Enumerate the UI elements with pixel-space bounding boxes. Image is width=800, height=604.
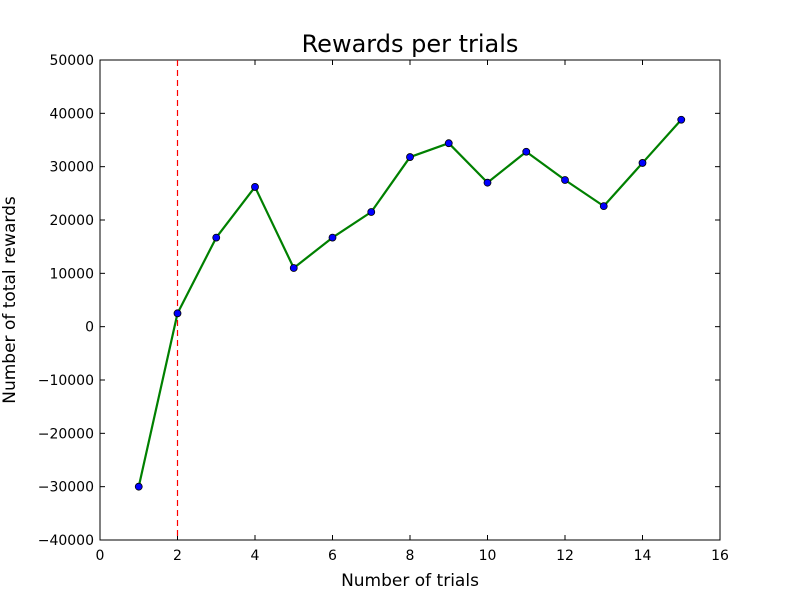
x-tick-label: 14 (634, 548, 652, 564)
y-tick-label: 50000 (49, 53, 94, 69)
y-tick-label: 20000 (49, 213, 94, 229)
x-axis-title: Number of trials (341, 571, 479, 591)
y-tick-label: 10000 (49, 266, 94, 282)
y-axis-title: Number of total rewards (0, 196, 20, 404)
data-point (328, 233, 337, 242)
data-point (599, 202, 608, 211)
x-tick-label: 8 (406, 548, 415, 564)
data-point (134, 482, 143, 491)
data-point (251, 183, 259, 191)
x-tick-label: 2 (173, 548, 182, 564)
data-point (289, 264, 298, 272)
data-point (444, 139, 453, 148)
y-tick-label: 0 (85, 320, 94, 336)
data-point (561, 176, 569, 184)
y-tick-label: 40000 (49, 106, 94, 122)
data-point (367, 208, 376, 216)
y-tick-label: −20000 (38, 426, 94, 442)
chart-title: Rewards per trials (302, 30, 519, 58)
data-point (677, 115, 686, 124)
plot-area: 0 2 4 6 8 10 12 14 16 −40000 −30000 −20000 −10000 0 10… (38, 53, 729, 564)
y-tick-label: 30000 (49, 160, 94, 176)
x-tick-label: 12 (556, 548, 574, 564)
x-tick-label: 4 (251, 548, 260, 564)
x-tick-label: 16 (711, 548, 729, 564)
x-tick-label: 10 (479, 548, 497, 564)
data-point (212, 233, 221, 242)
x-tick-label: 0 (96, 548, 105, 564)
data-point (406, 153, 414, 161)
y-tick-label: −10000 (38, 373, 94, 389)
data-point (173, 309, 182, 318)
data-point (522, 147, 531, 156)
y-tick-label: −30000 (38, 480, 94, 496)
data-point (483, 178, 492, 187)
plot-frame (99, 59, 721, 541)
data-point (638, 159, 647, 167)
y-tick-label: −40000 (38, 533, 94, 549)
x-tick-label: 6 (328, 548, 337, 564)
